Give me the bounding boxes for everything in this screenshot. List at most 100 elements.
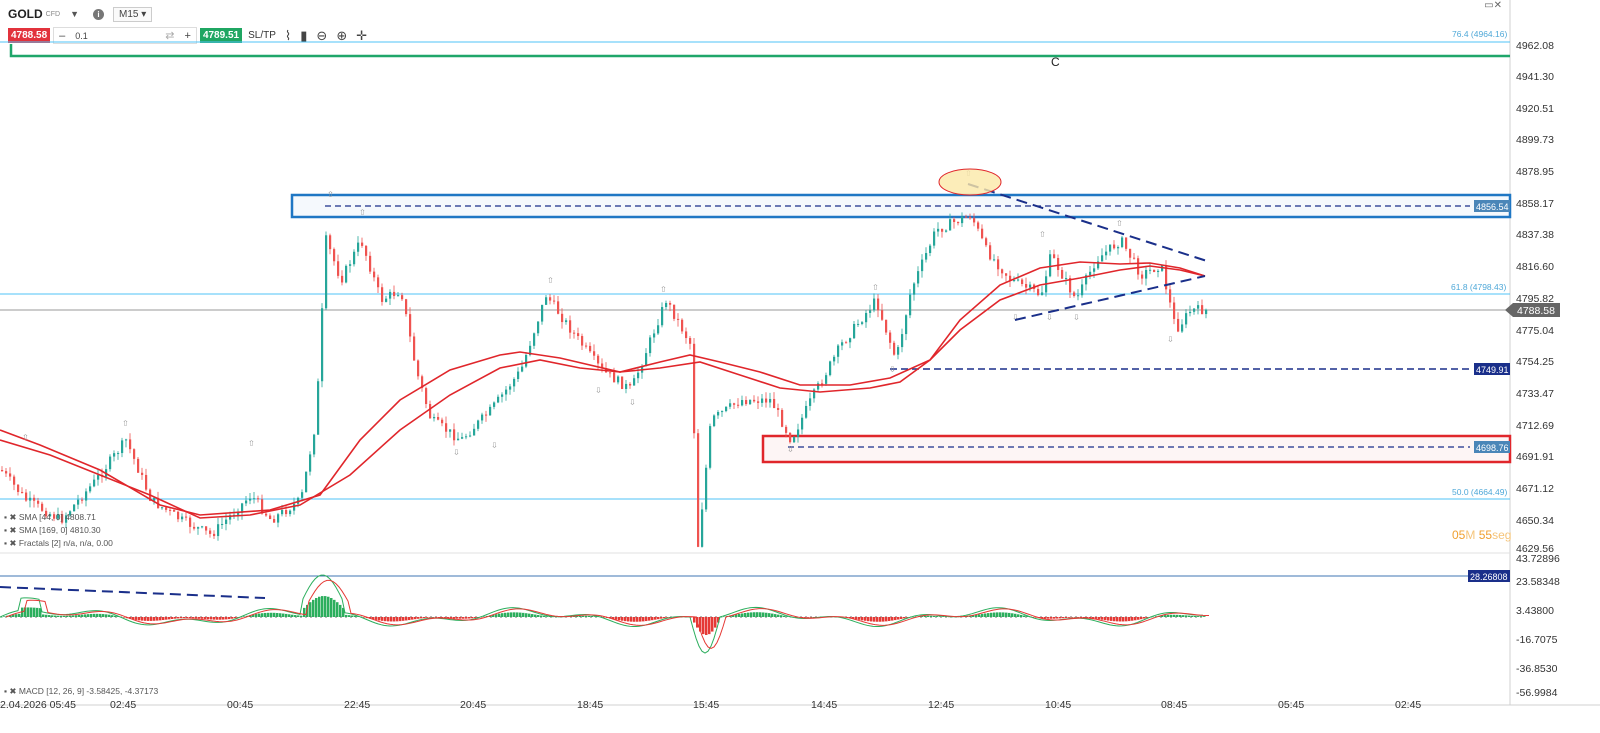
candle-body [517,371,520,379]
macd-bar [969,615,972,617]
green-level-line[interactable] [9,44,1510,58]
candle-body [977,222,980,229]
candle-body [857,323,860,325]
macd-bar [96,613,99,617]
time-tick: 15:45 [693,699,719,711]
timeframe-select[interactable]: M15 ▾ [112,6,153,22]
macd-bar [105,614,108,617]
chart-type-icon[interactable]: ⌇ [284,27,292,43]
zoom-out-icon[interactable]: ⊖ [316,27,328,43]
candle-body [865,312,868,323]
candle-body [201,526,204,528]
macd-bar [1134,617,1137,621]
candle-body [701,509,704,547]
candles-icon[interactable]: ▮ [300,27,308,43]
price-tick: 4629.56 [1516,543,1554,555]
candle-body [469,435,472,437]
macd-bar [312,599,315,617]
support-zone[interactable] [761,434,1512,464]
trendline-lower[interactable] [1014,275,1206,321]
price-tick: 4691.91 [1516,451,1554,463]
symbol-dropdown-icon[interactable]: ▼ [70,9,79,19]
quantity-input[interactable]: 0.1 [75,30,88,41]
macd-bar [231,617,234,619]
candle-body [241,503,244,513]
sma-44-line [0,261,1206,516]
macd-bar [459,617,462,619]
candle-body [401,295,404,300]
macd-trendline[interactable] [0,586,266,599]
sma1-legend[interactable]: ▪ ✖ SMA [44, 0] 4808.71 [4,512,96,522]
symbol-name[interactable]: GOLD [8,7,43,21]
candle-body [957,221,960,224]
trendline-upper[interactable] [967,183,1211,263]
candle-body [309,454,312,472]
macd-bar [1050,617,1053,619]
candle-body [13,476,16,485]
fractal-down-icon: ⇩ [453,448,460,457]
candle-body [397,295,400,297]
highlight-ellipse[interactable] [938,168,1002,196]
candle-body [53,514,56,519]
candle-body [997,259,1000,270]
candle-body [189,517,192,527]
macd-bar [1020,614,1023,617]
price-tick: 4733.47 [1516,388,1554,400]
fractals-legend[interactable]: ▪ ✖ Fractals [2] n/a, n/a, 0.00 [4,538,113,548]
macd-bar [417,617,420,619]
candle-body [29,497,32,501]
zoom-in-icon[interactable]: ⊕ [336,27,348,43]
macd-bar [981,613,984,617]
candle-body [293,503,296,511]
macd-bar [870,617,873,622]
swap-icon[interactable]: ⇄ [165,30,175,42]
candle-body [85,491,88,501]
candle-body [557,301,560,314]
crosshair-icon[interactable]: ✛ [356,27,368,43]
candle-body [585,345,588,347]
fib-764-label: 76.4 (4964.16) [1452,29,1507,39]
macd-bar [1110,617,1113,621]
candle-body [281,509,284,515]
candle-body [1065,278,1068,280]
increase-icon[interactable]: + [184,29,191,42]
macd-bar [111,615,114,617]
buy-button[interactable]: 4789.51 [199,28,243,43]
quantity-stepper[interactable]: – 0.1 ⇄ + [53,27,197,44]
candle-body [361,242,364,246]
macd-bar [663,617,666,619]
candle-body [645,353,648,367]
candle-body [689,338,692,344]
candle-body [229,515,232,520]
macd-bar [921,615,924,617]
macd-bar [1089,617,1092,619]
macd-legend[interactable]: ▪ ✖ MACD [12, 26, 9] -3.58425, -4.37173 [4,686,159,696]
macd-bar [420,617,423,619]
sltp-button[interactable]: SL/TP [248,30,276,41]
macd-bar [942,616,945,617]
time-tick: 02:45 [1395,699,1421,711]
candle-body [113,453,116,457]
macd-bar [594,616,597,617]
sma2-legend[interactable]: ▪ ✖ SMA [169, 0] 4810.30 [4,525,101,535]
macd-bar [996,612,999,617]
candle-body [457,438,460,441]
sell-button[interactable]: 4788.58 [8,28,51,43]
macd-bar [885,617,888,622]
candle-body [445,423,448,432]
macd-bar [15,614,18,617]
candle-body [685,331,688,339]
macd-bar [471,617,474,619]
candle-body [1061,269,1064,279]
macd-bar [279,613,282,617]
macd-bar [141,617,144,621]
candle-body [565,320,568,323]
macd-bar [159,617,162,621]
window-controls-icon[interactable]: ▭✕ [1484,0,1502,11]
decrease-icon[interactable]: – [59,29,66,42]
macd-bar [1182,615,1185,617]
macd-bar [315,598,318,617]
macd-bar [537,615,540,617]
info-icon[interactable]: i [92,8,104,20]
